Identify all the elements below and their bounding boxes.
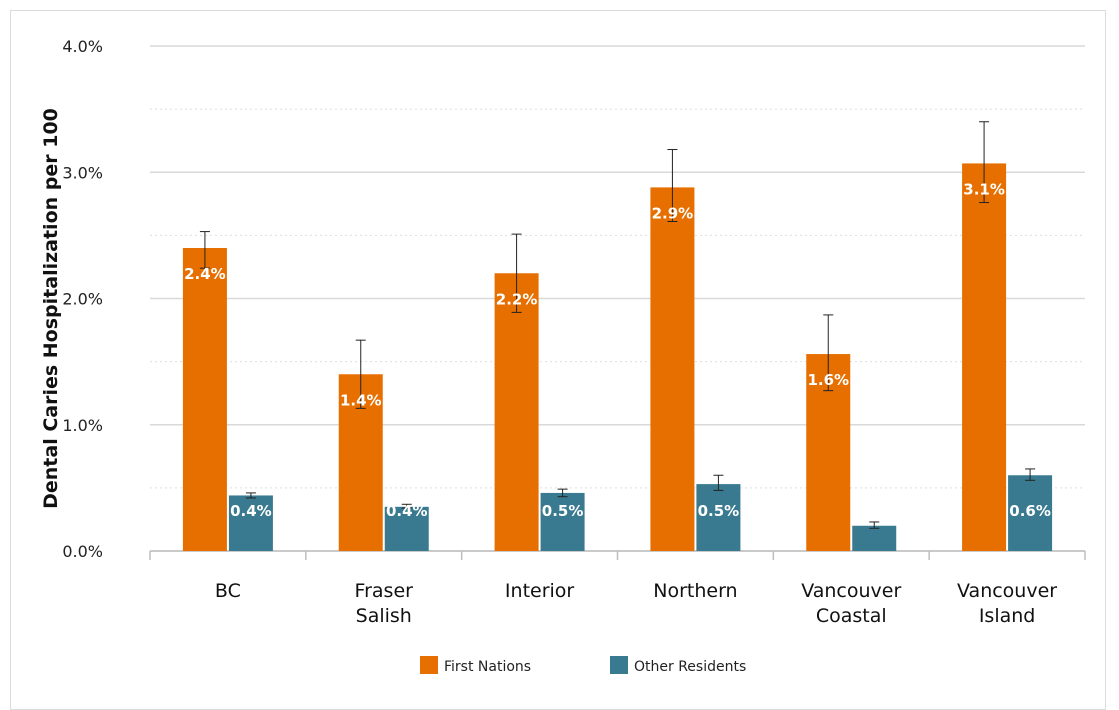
y-tick-label: 4.0% [62,37,103,56]
data-label: 0.5% [698,502,740,520]
category-label: Interior [505,580,574,602]
y-tick-label: 1.0% [62,416,103,435]
bar-first-nations [182,248,227,551]
bar-other-residents [696,484,741,551]
bar-other-residents [1008,475,1053,551]
legend-swatch [610,656,628,674]
y-tick-label: 2.0% [62,290,103,309]
category-label: Coastal [816,605,887,627]
y-tick-label: 3.0% [62,163,103,182]
legend-label: First Nations [444,659,531,675]
y-axis-title: Dental Caries Hospitalization per 100 [40,108,62,509]
category-label: Vancouver [801,580,901,602]
category-label: Northern [653,580,737,602]
category-label: Vancouver [957,580,1057,602]
legend-swatch [420,656,438,674]
data-label: 2.2% [496,290,538,308]
bar-other-residents [852,525,897,551]
category-label: Fraser [355,580,414,602]
category-label: Salish [356,605,412,627]
bar-other-residents [540,492,585,551]
data-label: 2.9% [652,204,694,222]
data-label: 1.4% [340,391,382,409]
data-label: 0.4% [230,502,272,520]
bar-other-residents [384,506,429,551]
category-label: Island [979,605,1036,627]
category-label: BC [215,580,241,602]
data-label: 1.6% [807,371,849,389]
data-label: 0.5% [542,502,584,520]
bar-first-nations [494,273,539,551]
data-label: 0.4% [386,502,428,520]
data-label: 0.6% [1009,502,1051,520]
bar-first-nations [650,187,695,551]
legend-label: Other Residents [634,659,746,675]
y-tick-label: 0.0% [62,542,103,561]
data-label: 0.2% [853,502,895,520]
bar-other-residents [228,495,273,551]
data-label: 3.1% [963,180,1005,198]
data-label: 2.4% [184,265,226,283]
bar-first-nations [962,163,1007,551]
